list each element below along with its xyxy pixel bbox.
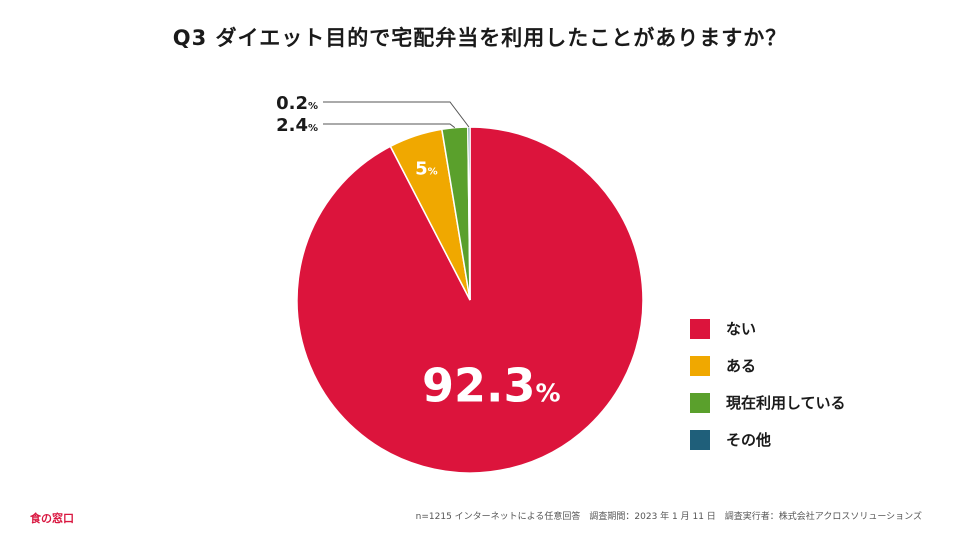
pie-slices	[296, 126, 644, 474]
legend-swatch	[690, 318, 710, 339]
legend-label: 現在利用している	[726, 394, 846, 412]
slice-other	[467, 126, 471, 301]
data-label-nai: 92.3%	[422, 358, 561, 412]
data-label-other: 0.2%	[276, 93, 318, 114]
legend-label: ある	[726, 357, 757, 375]
legend-item-current: 現在利用している	[690, 384, 846, 421]
legend-label: ない	[726, 320, 757, 338]
legend-swatch	[690, 392, 710, 413]
survey-note: n=1215 インターネットによる任意回答 調査期間：2023 年 1 月 11…	[415, 512, 922, 522]
data-label-aru: 5%	[415, 159, 438, 180]
legend-label: その他	[726, 431, 772, 449]
data-label-current-leader-line	[323, 123, 456, 129]
legend-swatch	[690, 429, 710, 450]
legend-item-other: その他	[690, 421, 846, 458]
legend-swatch	[690, 355, 710, 376]
data-label-other-leader-line	[323, 101, 470, 128]
data-label-current: 2.4%	[276, 115, 318, 136]
brand-logo: 食の窓口	[30, 512, 74, 525]
legend-item-aru: ある	[690, 347, 846, 384]
legend-item-nai: ない	[690, 310, 846, 347]
chart-title: Q3 ダイエット目的で宅配弁当を利用したことがありますか？	[172, 26, 788, 50]
legend: ない ある 現在利用している その他	[690, 310, 846, 458]
pie-labels: 92.3% 5% 0.2%2.4%	[276, 93, 560, 412]
